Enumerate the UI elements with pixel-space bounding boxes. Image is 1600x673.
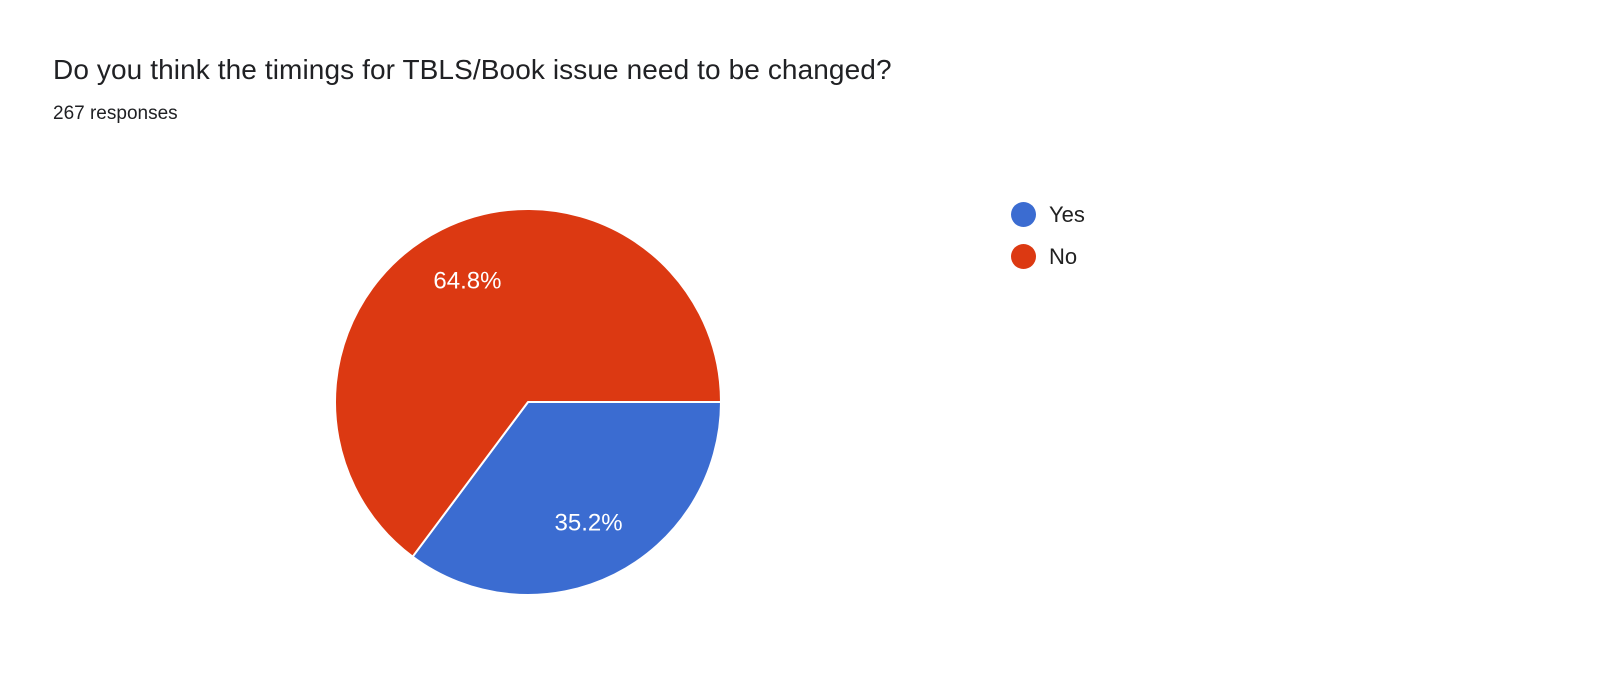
- pie-slice-yes[interactable]: [411, 401, 722, 596]
- pie-slice-no[interactable]: [334, 208, 722, 558]
- responses-count: 267 responses: [53, 103, 178, 124]
- chart-header: Do you think the timings for TBLS/Book i…: [53, 52, 892, 126]
- pie-slice-label-no: 64.8%: [433, 268, 501, 295]
- chart-legend: Yes No: [1011, 202, 1085, 286]
- question-title: Do you think the timings for TBLS/Book i…: [53, 54, 892, 85]
- pie-slice-label-yes: 35.2%: [555, 509, 623, 536]
- legend-item-yes: Yes: [1011, 202, 1085, 227]
- legend-label: No: [1049, 244, 1078, 269]
- pie-chart: 35.2% 64.8%: [334, 208, 722, 596]
- legend-swatch-icon: [1011, 202, 1036, 227]
- legend-item-no: No: [1011, 244, 1085, 269]
- legend-swatch-icon: [1011, 244, 1036, 269]
- legend-label: Yes: [1049, 202, 1085, 227]
